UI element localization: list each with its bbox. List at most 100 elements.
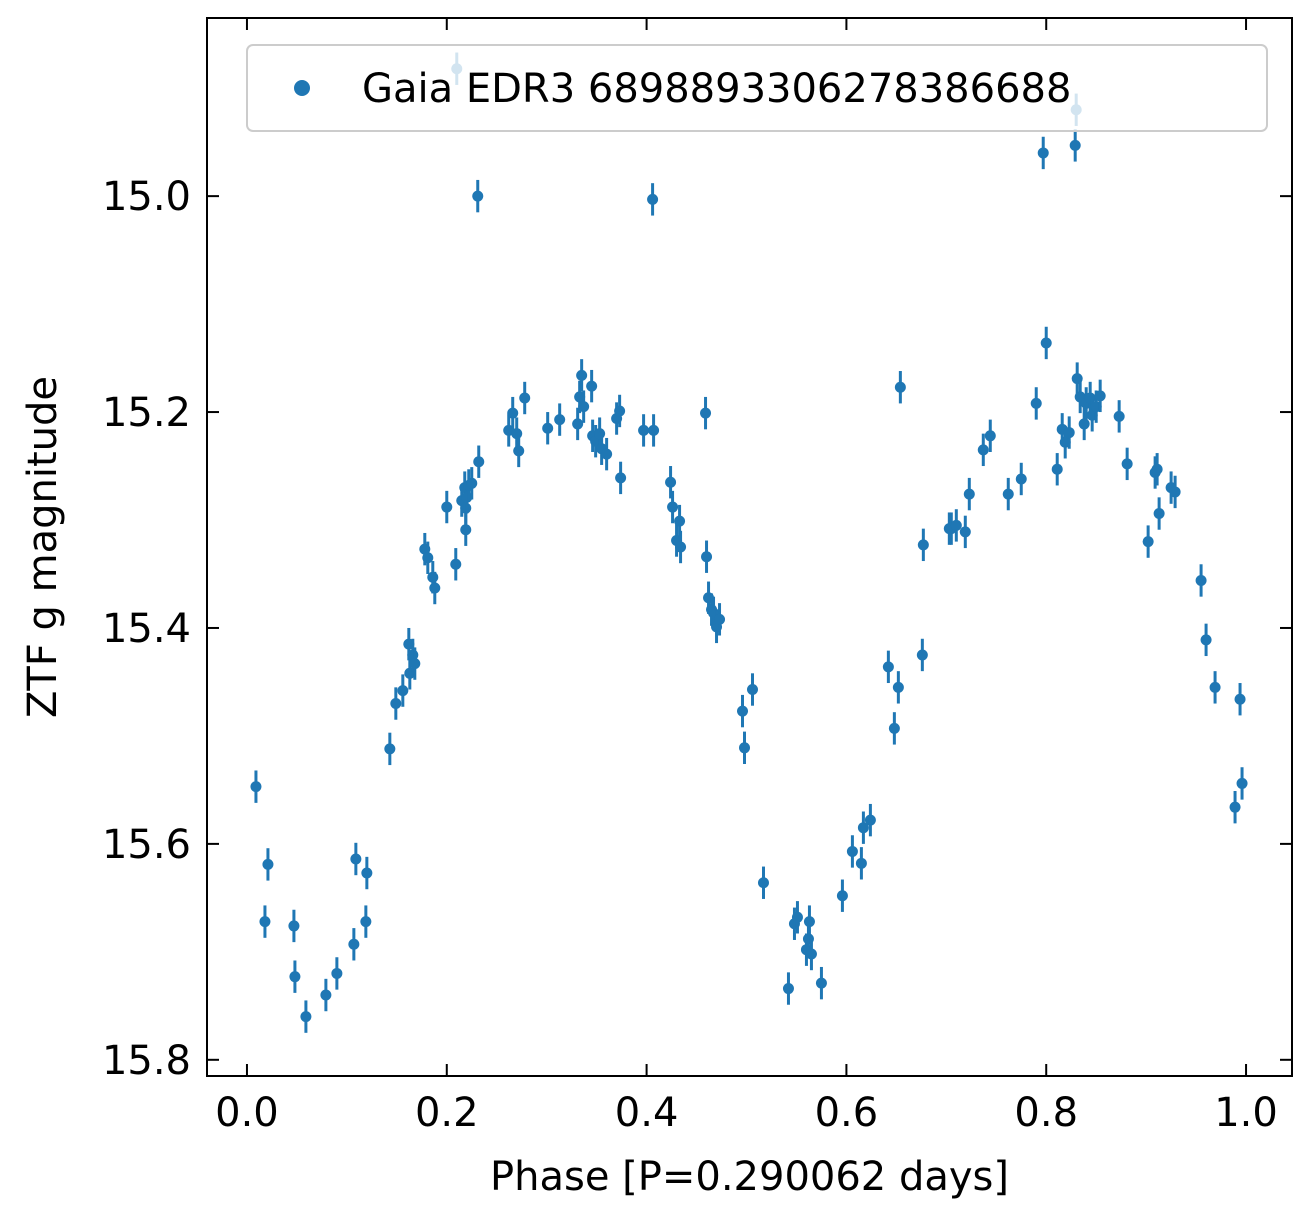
point-marker <box>1169 486 1181 498</box>
point-marker <box>950 519 962 531</box>
x-tick-label: 1.0 <box>1214 1090 1278 1136</box>
point-marker <box>984 430 996 442</box>
data-point <box>397 674 409 707</box>
data-point <box>1002 477 1014 511</box>
data-point <box>350 842 362 876</box>
data-point <box>1015 462 1027 496</box>
point-marker <box>250 781 262 793</box>
point-marker <box>1236 777 1248 789</box>
data-point <box>450 548 462 581</box>
x-tick-label: 0.8 <box>1014 1090 1078 1136</box>
y-tick-label: 15.6 <box>102 822 191 868</box>
data-point <box>1229 790 1241 824</box>
data-point <box>882 650 894 684</box>
data-point <box>513 434 525 468</box>
data-point <box>1195 564 1207 597</box>
data-point <box>614 394 626 428</box>
data-point <box>576 359 588 392</box>
point-marker <box>615 472 627 484</box>
data-point <box>250 770 262 803</box>
point-marker <box>361 867 373 879</box>
point-marker <box>667 501 679 513</box>
x-axis-label: Phase [P=0.290062 days] <box>490 1154 1009 1200</box>
point-marker <box>757 877 769 889</box>
point-marker <box>350 853 362 865</box>
data-point <box>1051 453 1063 486</box>
x-tick-label: 0.0 <box>215 1090 279 1136</box>
point-marker <box>892 681 904 693</box>
data-point <box>578 390 590 423</box>
data-point <box>460 513 472 546</box>
data-point <box>1151 453 1163 486</box>
data-point <box>507 396 519 430</box>
data-point <box>701 540 713 573</box>
point-marker <box>390 698 402 710</box>
point-marker <box>714 613 726 625</box>
y-tick-label: 15.0 <box>102 174 191 220</box>
data-point <box>959 515 971 549</box>
point-marker <box>1229 801 1241 813</box>
data-point <box>846 835 858 868</box>
data-point <box>519 381 531 415</box>
point-marker <box>384 743 396 755</box>
point-marker <box>803 916 815 928</box>
data-point <box>300 1000 312 1033</box>
data-point <box>384 732 396 766</box>
point-marker <box>916 649 928 661</box>
data-point <box>836 879 848 912</box>
point-marker <box>601 448 613 460</box>
point-marker <box>262 858 274 870</box>
point-marker <box>614 405 626 417</box>
point-marker <box>1063 427 1075 439</box>
data-point <box>360 905 372 938</box>
point-marker <box>1069 139 1081 151</box>
data-point <box>1200 623 1212 657</box>
point-marker <box>576 369 588 381</box>
data-point <box>917 528 929 562</box>
point-marker <box>586 380 598 392</box>
point-marker <box>1051 463 1063 475</box>
data-point <box>1040 326 1052 360</box>
data-point <box>348 928 360 961</box>
data-point <box>805 937 817 971</box>
point-marker <box>791 911 803 923</box>
point-marker <box>1195 574 1207 586</box>
data-point <box>950 509 962 542</box>
point-marker <box>959 526 971 538</box>
point-marker <box>507 407 519 419</box>
data-point <box>466 467 478 500</box>
point-marker <box>1113 410 1125 422</box>
y-axis-label: ZTF g magnitude <box>20 376 66 718</box>
data-point <box>331 957 343 990</box>
x-tick-label: 0.6 <box>815 1090 879 1136</box>
point-marker <box>331 967 343 979</box>
point-marker <box>1200 634 1212 646</box>
point-marker <box>700 407 712 419</box>
point-marker <box>1040 337 1052 349</box>
point-marker <box>963 488 975 500</box>
legend: Gaia EDR3 6898893306278386688 <box>246 44 1268 132</box>
data-point <box>361 856 373 890</box>
point-marker <box>511 428 523 440</box>
data-point <box>554 403 566 436</box>
axes: 0.0 0.2 0.4 0.6 0.8 1.0 15.0 15.2 15.4 15.6 15.8 <box>102 17 1293 1136</box>
data-point <box>791 901 803 934</box>
point-marker <box>288 920 300 932</box>
data-point <box>1169 475 1181 509</box>
data-point <box>473 445 485 478</box>
point-marker <box>466 477 478 489</box>
point-marker <box>638 424 650 436</box>
point-marker <box>1121 458 1133 470</box>
point-marker <box>857 822 869 834</box>
data-point <box>1094 379 1106 413</box>
data-point <box>746 673 758 706</box>
data-point <box>441 490 453 524</box>
data-point <box>472 179 484 213</box>
point-marker <box>1142 536 1154 548</box>
point-marker <box>289 971 301 983</box>
data-point <box>855 847 867 880</box>
y-tick-label: 15.4 <box>102 606 191 652</box>
data-point <box>638 414 650 447</box>
data-point <box>1030 387 1042 420</box>
point-marker <box>472 190 484 202</box>
